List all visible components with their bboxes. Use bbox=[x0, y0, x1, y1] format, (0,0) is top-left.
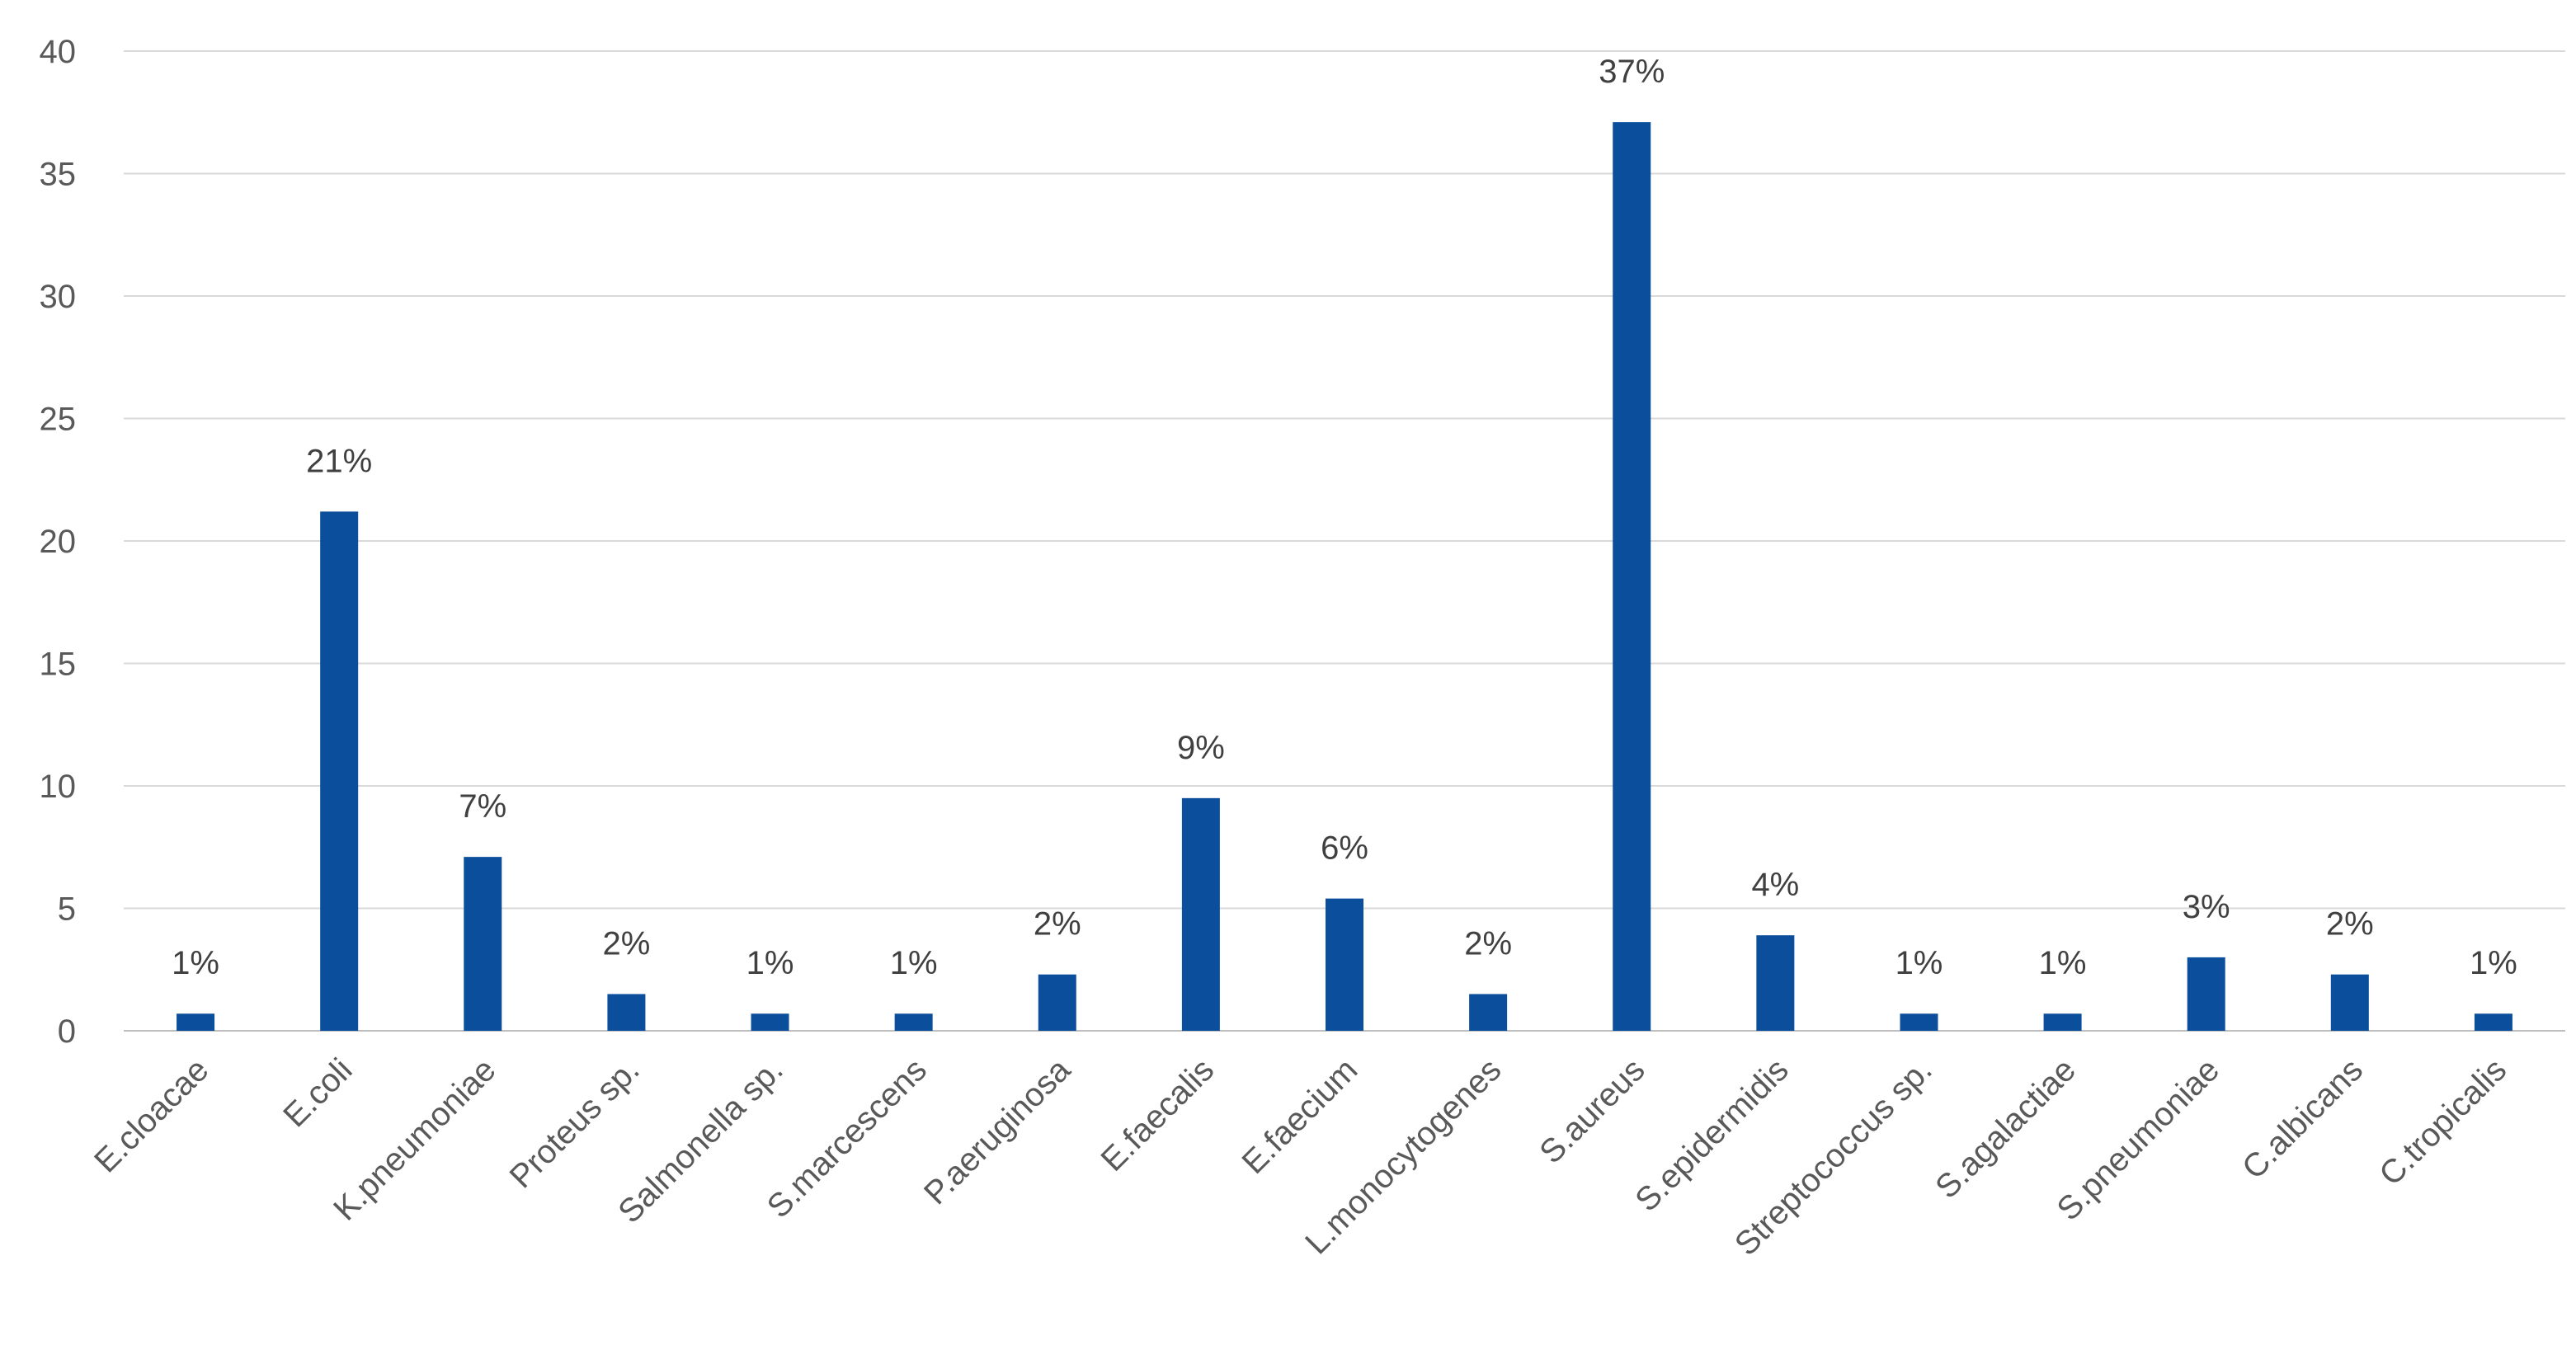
x-tick-label: E.faecalis bbox=[1095, 1051, 1222, 1178]
x-tick-label: Proteus sp. bbox=[503, 1051, 647, 1195]
bar bbox=[1038, 974, 1076, 1031]
data-label: 1% bbox=[2470, 945, 2517, 981]
bar bbox=[2330, 974, 2369, 1031]
y-tick-label: 30 bbox=[40, 279, 77, 315]
y-tick-label: 15 bbox=[40, 647, 77, 683]
bar bbox=[1756, 935, 1795, 1031]
data-label: 7% bbox=[459, 788, 506, 825]
bar bbox=[607, 994, 646, 1031]
gridlines bbox=[124, 50, 2565, 1032]
x-tick-label: C.tropicalis bbox=[2372, 1051, 2513, 1192]
bar bbox=[464, 857, 502, 1031]
data-label: 1% bbox=[890, 945, 938, 981]
bars bbox=[177, 122, 2512, 1031]
data-label: 2% bbox=[1034, 906, 1081, 943]
x-tick-label: E.coli bbox=[276, 1051, 359, 1134]
y-tick-label: 35 bbox=[40, 157, 77, 193]
data-label: 1% bbox=[1896, 945, 1943, 981]
bar bbox=[1900, 1013, 1938, 1031]
y-tick-label: 5 bbox=[58, 891, 76, 928]
bar bbox=[2187, 957, 2225, 1031]
y-tick-label: 10 bbox=[40, 769, 77, 805]
data-label: 6% bbox=[1321, 830, 1368, 867]
bar bbox=[1613, 122, 1651, 1031]
data-label: 2% bbox=[1464, 925, 1512, 962]
x-tick-label: P.aeruginosa bbox=[917, 1051, 1078, 1212]
bar bbox=[177, 1013, 215, 1031]
y-tick-label: 0 bbox=[58, 1013, 76, 1050]
data-label: 3% bbox=[2183, 889, 2230, 925]
data-label: 4% bbox=[1751, 867, 1799, 903]
data-label: 9% bbox=[1177, 730, 1225, 766]
x-tick-label: S.agalactiae bbox=[1928, 1051, 2083, 1206]
x-tick-label: C.albicans bbox=[2235, 1051, 2370, 1186]
x-tick-label: E.faecium bbox=[1235, 1051, 1364, 1181]
y-tick-label: 40 bbox=[40, 34, 77, 70]
bar bbox=[320, 511, 359, 1031]
data-label: 1% bbox=[172, 945, 219, 981]
bar bbox=[2043, 1013, 2082, 1031]
y-axis-ticks: 0 5 10 15 20 25 30 35 40 bbox=[40, 34, 77, 1050]
bar bbox=[1326, 898, 1363, 1031]
bar bbox=[894, 1013, 933, 1031]
y-tick-label: 20 bbox=[40, 524, 77, 560]
bar bbox=[2474, 1013, 2512, 1031]
data-label: 21% bbox=[306, 443, 372, 479]
data-label: 37% bbox=[1599, 54, 1665, 90]
data-labels: 1% 21% 7% 2% 1% 1% 2% 9% 6% 2% 37% 4% 1% 1% 3% 2% 1% bbox=[172, 54, 2517, 981]
data-label: 1% bbox=[2039, 945, 2087, 981]
bar bbox=[1469, 994, 1508, 1031]
bar bbox=[751, 1013, 789, 1031]
bar bbox=[1181, 797, 1220, 1031]
data-label: 1% bbox=[746, 945, 794, 981]
data-label: 2% bbox=[603, 925, 651, 962]
data-label: 2% bbox=[2326, 906, 2374, 943]
x-tick-label: E.cloacae bbox=[87, 1051, 215, 1179]
y-tick-label: 25 bbox=[40, 402, 77, 438]
x-tick-label: S.aureus bbox=[1533, 1051, 1651, 1170]
